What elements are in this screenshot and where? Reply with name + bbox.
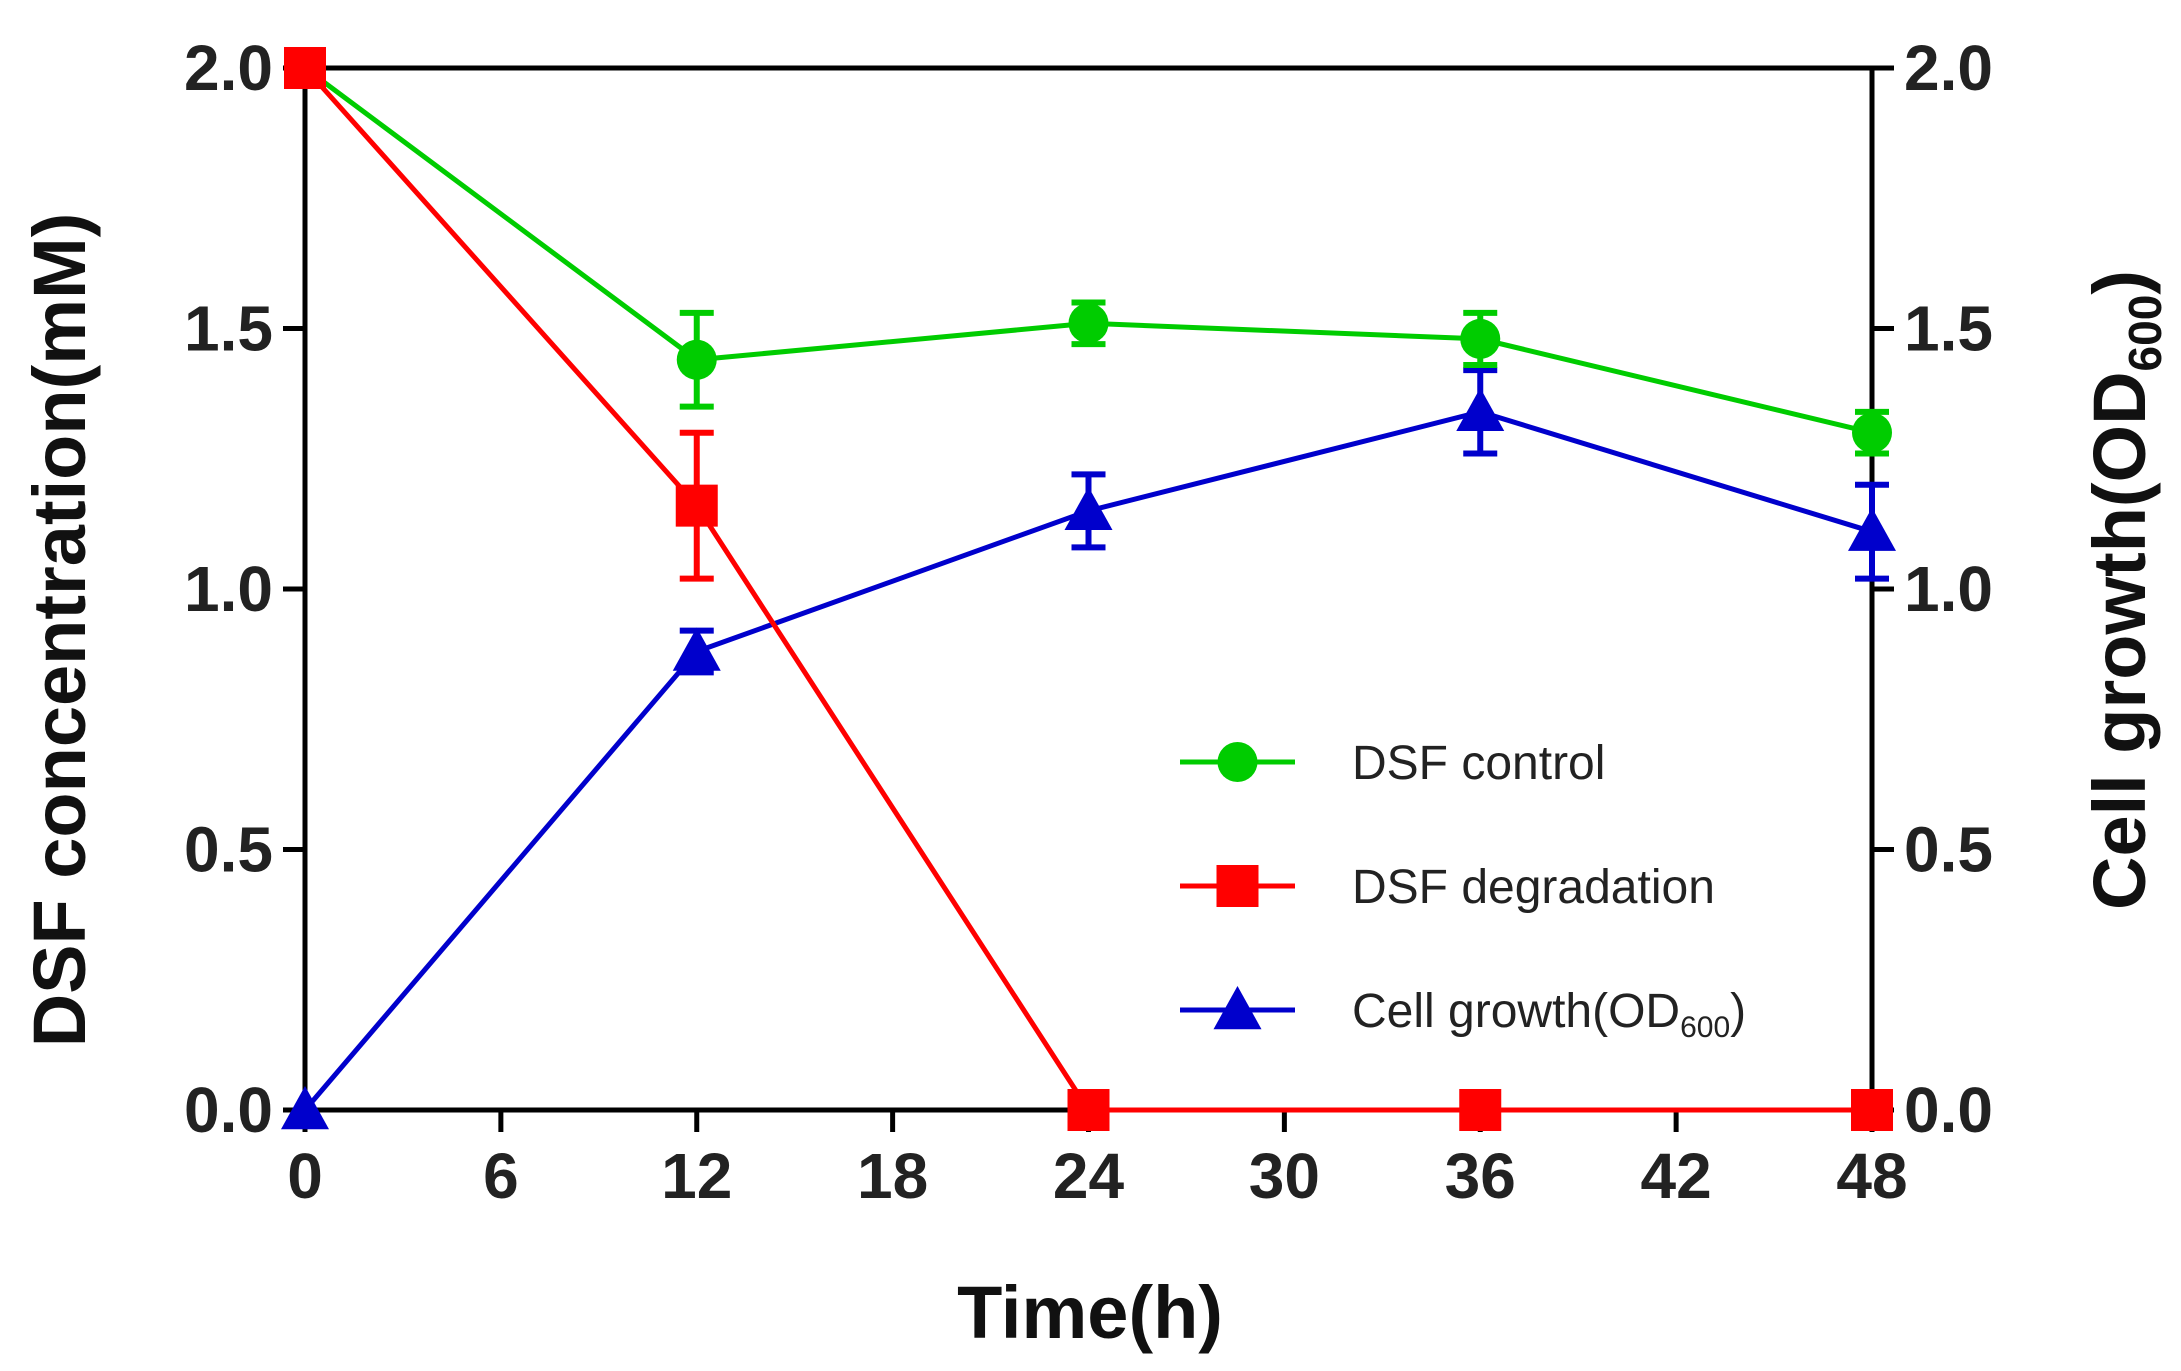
x-axis-title: Time(h)	[957, 1271, 1223, 1354]
left-y-tick-label: 1.5	[184, 293, 273, 365]
right-y-axis-title: Cell growth(OD600)	[2078, 270, 2171, 910]
left-y-tick-label: 1.0	[184, 553, 273, 625]
data-point	[1852, 413, 1892, 453]
x-tick-label: 6	[483, 1140, 519, 1212]
left-y-tick-label: 0.5	[184, 814, 273, 886]
x-tick-label: 36	[1445, 1140, 1516, 1212]
legend-label: Cell growth(OD600)	[1352, 985, 1746, 1044]
chart: 0 6 12 18 24 30 36 42 48 0.0 0.5 1.0 1.5 2.0 0.0 0.5 1…	[0, 0, 2181, 1371]
legend-label-close: )	[1730, 985, 1746, 1038]
right-y-axis-title-main: Cell growth(OD	[2078, 371, 2161, 910]
data-point	[1848, 508, 1896, 551]
legend-entry: Cell growth(OD600)	[1180, 985, 1746, 1044]
right-y-axis-title-close: )	[2078, 270, 2161, 295]
data-point	[284, 47, 326, 89]
data-point	[673, 628, 721, 671]
legend-marker	[1218, 742, 1258, 782]
data-point	[1851, 1089, 1893, 1131]
legend-label-subscript: 600	[1680, 1011, 1730, 1044]
x-tick-label: 42	[1641, 1140, 1712, 1212]
data-point	[676, 485, 718, 527]
x-tick-label: 0	[287, 1140, 323, 1212]
right-y-tick-label: 1.0	[1904, 553, 1993, 625]
axes	[305, 68, 1872, 1110]
legend-label-main: DSF degradation	[1352, 861, 1715, 914]
right-y-axis-title-subscript: 600	[2119, 295, 2171, 372]
legend-label-main: DSF control	[1352, 737, 1605, 790]
left-y-tick-label: 2.0	[184, 32, 273, 104]
data-point	[1460, 319, 1500, 359]
data-point	[677, 340, 717, 380]
x-tick-label: 18	[857, 1140, 928, 1212]
data-point	[1069, 303, 1109, 343]
right-y-tick-label: 2.0	[1904, 32, 1993, 104]
left-y-axis-title: DSF concentration(mM)	[18, 213, 101, 1048]
left-y-tick-label: 0.0	[184, 1074, 273, 1146]
data-point	[1459, 1089, 1501, 1131]
x-tick-label: 12	[661, 1140, 732, 1212]
data-point	[1068, 1089, 1110, 1131]
legend-entry: DSF degradation	[1180, 861, 1715, 914]
legend-label: DSF control	[1352, 737, 1605, 790]
legend: DSF control DSF degradation Cell growth(OD…	[1180, 737, 1746, 1044]
legend-label-main: Cell growth(OD	[1352, 985, 1680, 1038]
x-tick-label: 30	[1249, 1140, 1320, 1212]
x-tick-label: 24	[1053, 1140, 1125, 1212]
series-dsf-degradation	[284, 47, 1893, 1131]
left-y-axis-ticks: 0.0 0.5 1.0 1.5 2.0	[184, 32, 305, 1146]
right-y-axis-ticks: 0.0 0.5 1.0 1.5 2.0	[1872, 32, 1993, 1146]
series-line	[305, 68, 1872, 1110]
legend-entry: DSF control	[1180, 737, 1605, 790]
series-line	[305, 68, 1872, 433]
right-y-tick-label: 0.5	[1904, 814, 1993, 886]
series-layer	[281, 47, 1896, 1131]
right-y-tick-label: 1.5	[1904, 293, 1993, 365]
right-y-tick-label: 0.0	[1904, 1074, 1993, 1146]
series-dsf-control	[285, 48, 1892, 454]
legend-marker	[1217, 865, 1259, 907]
data-point	[1456, 388, 1504, 431]
legend-label: DSF degradation	[1352, 861, 1715, 914]
x-tick-label: 48	[1836, 1140, 1907, 1212]
